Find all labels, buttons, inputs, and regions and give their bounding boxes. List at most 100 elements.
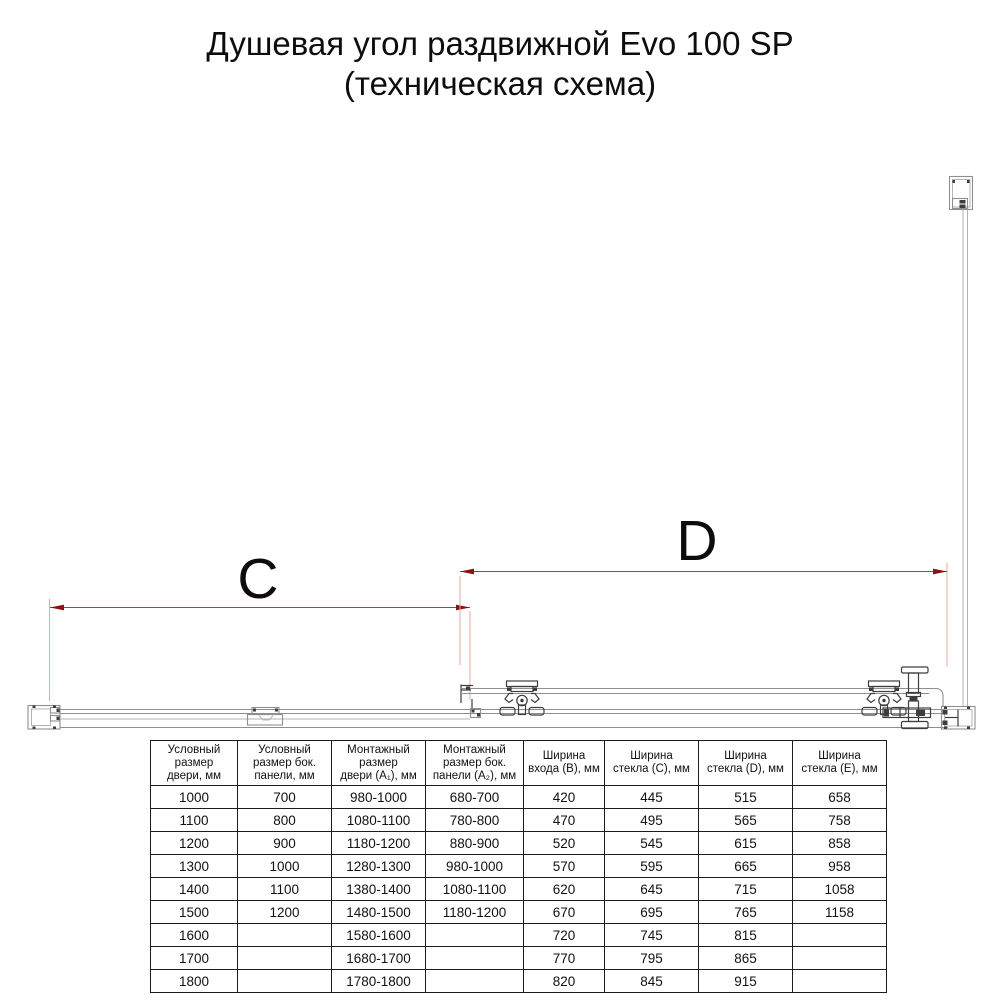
table-cell: 900 (237, 831, 332, 855)
table-cell: 615 (698, 831, 793, 855)
table-cell: 770 (523, 946, 605, 970)
table-cell: 670 (523, 900, 605, 924)
table-cell: 565 (698, 808, 793, 832)
table-row: 1600 1580-1600 720 745 815 (150, 923, 887, 947)
table-cell: 1180-1200 (425, 900, 524, 924)
dimension-line-c: C (49, 547, 471, 701)
table-body: 1000 700 980-1000 680-700 420 445 515 658 1100 80… (150, 785, 887, 993)
table-row: 1800 1780-1800 820 845 915 (150, 969, 887, 993)
table-cell: 880-900 (425, 831, 524, 855)
table-cell: 470 (523, 808, 605, 832)
table-cell (425, 923, 524, 947)
table-cell: 1380-1400 (331, 877, 426, 901)
table-cell: 695 (604, 900, 699, 924)
table-cell: 1058 (792, 877, 887, 901)
table-cell: 1780-1800 (331, 969, 426, 993)
table-cell: 595 (604, 854, 699, 878)
table-cell: 780-800 (425, 808, 524, 832)
table-cell: 1080-1100 (425, 877, 524, 901)
table-cell: 715 (698, 877, 793, 901)
dimension-label-c: C (237, 547, 278, 611)
table-cell: 1600 (150, 923, 238, 947)
table-cell: 1800 (150, 969, 238, 993)
table-cell (237, 923, 332, 947)
table-cell: 815 (698, 923, 793, 947)
table-cell: 1700 (150, 946, 238, 970)
table-row: 1300 1000 1280-1300 980-1000 570 595 665 958 (150, 854, 887, 878)
table-cell: 645 (604, 877, 699, 901)
table-cell: 1100 (237, 877, 332, 901)
table-cell: 915 (698, 969, 793, 993)
table-cell: 795 (604, 946, 699, 970)
table-cell (792, 946, 887, 970)
table-cell (425, 946, 524, 970)
column-header: Монтажный размер бок. панели (A₂), мм (425, 740, 524, 786)
table-cell: 570 (523, 854, 605, 878)
table-cell: 745 (604, 923, 699, 947)
roller-carriage (499, 680, 545, 716)
table-cell: 858 (792, 831, 887, 855)
table-cell: 1280-1300 (331, 854, 426, 878)
table-cell: 545 (604, 831, 699, 855)
table-cell: 1000 (150, 785, 238, 809)
shower-technical-diagram: C D (27, 175, 976, 730)
table-cell: 665 (698, 854, 793, 878)
dimensions-table: Условный размер двери, мм Условный размер… (150, 740, 887, 993)
table-row: 1400 1100 1380-1400 1080-1100 620 645 715 1058 (150, 877, 887, 901)
dimension-label-d: D (676, 509, 717, 573)
table-cell: 700 (237, 785, 332, 809)
bottom-rail (60, 687, 948, 729)
table-cell: 720 (523, 923, 605, 947)
table-cell: 1180-1200 (331, 831, 426, 855)
column-header: Условный размер двери, мм (150, 740, 238, 786)
title-line-1: Душевая угол раздвижной Evo 100 SP (206, 25, 794, 62)
table-cell: 1158 (792, 900, 887, 924)
table-cell: 820 (523, 969, 605, 993)
table-header-row: Условный размер двери, мм Условный размер… (150, 740, 887, 786)
dimension-line-d: D (459, 509, 948, 667)
table-cell: 845 (604, 969, 699, 993)
table-row: 1700 1680-1700 770 795 865 (150, 946, 887, 970)
table-row: 1100 800 1080-1100 780-800 470 495 565 758 (150, 808, 887, 832)
left-wall-profile (27, 704, 61, 730)
table-cell (237, 946, 332, 970)
table-cell (792, 923, 887, 947)
wall-profile-top-right (948, 175, 974, 211)
page-title: Душевая угол раздвижной Evo 100 SP (техн… (0, 24, 1000, 104)
column-header: Условный размер бок. панели, мм (237, 740, 332, 786)
column-header: Монтажный размер двери (A₁), мм (331, 740, 426, 786)
table-row: 1200 900 1180-1200 880-900 520 545 615 858 (150, 831, 887, 855)
table-cell: 765 (698, 900, 793, 924)
guide-bracket (246, 706, 284, 726)
table-cell: 758 (792, 808, 887, 832)
table-cell: 1500 (150, 900, 238, 924)
table-cell: 1100 (150, 808, 238, 832)
table-cell: 658 (792, 785, 887, 809)
table-cell: 980-1000 (425, 854, 524, 878)
table-cell: 980-1000 (331, 785, 426, 809)
table-row: 1000 700 980-1000 680-700 420 445 515 658 (150, 785, 887, 809)
table-cell (792, 969, 887, 993)
door-handle (882, 666, 932, 730)
panel-connector (460, 684, 482, 719)
table-cell: 958 (792, 854, 887, 878)
table-cell: 680-700 (425, 785, 524, 809)
table-cell: 515 (698, 785, 793, 809)
table-cell: 445 (604, 785, 699, 809)
table-cell: 620 (523, 877, 605, 901)
table-cell: 1580-1600 (331, 923, 426, 947)
table-cell: 1080-1100 (331, 808, 426, 832)
title-line-2: (техническая схема) (343, 65, 657, 102)
table-cell: 495 (604, 808, 699, 832)
table-cell: 800 (237, 808, 332, 832)
column-header: Ширина входа (B), мм (523, 740, 605, 786)
corner-profile (940, 705, 976, 730)
table-cell: 1680-1700 (331, 946, 426, 970)
table-cell: 865 (698, 946, 793, 970)
table-cell: 1480-1500 (331, 900, 426, 924)
table-cell: 520 (523, 831, 605, 855)
table-cell: 1200 (237, 900, 332, 924)
glass-panel-e (962, 209, 968, 707)
column-header: Ширина стекла (D), мм (698, 740, 793, 786)
